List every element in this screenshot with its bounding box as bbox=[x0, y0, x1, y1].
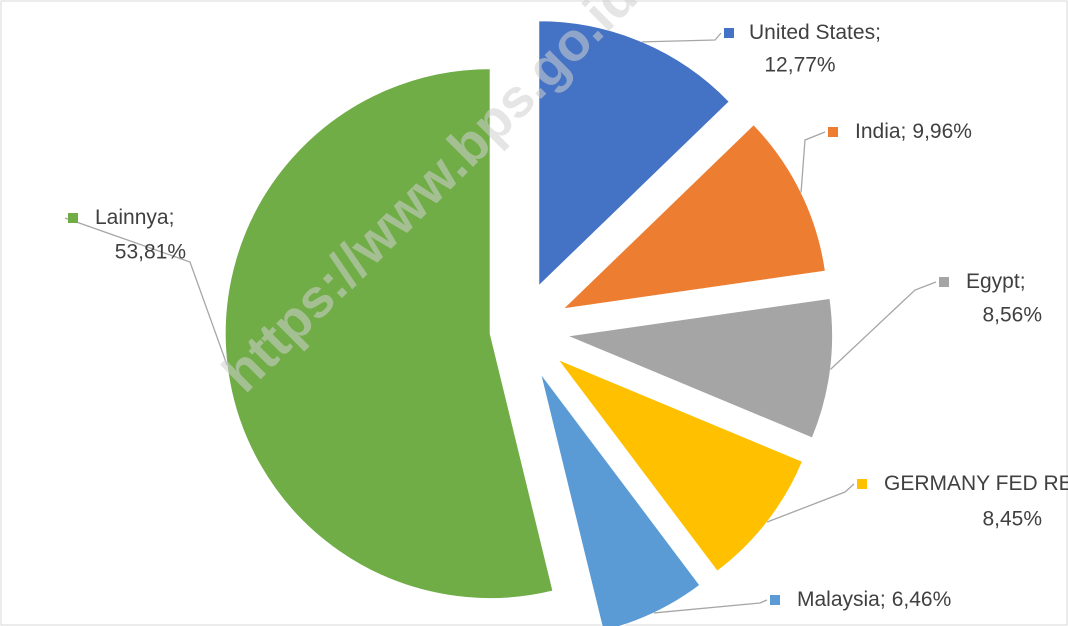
data-label: Malaysia; 6,46% bbox=[797, 588, 951, 611]
leader-line bbox=[653, 599, 768, 614]
label-category: United States bbox=[749, 21, 875, 44]
pie-slice bbox=[556, 358, 804, 572]
legend-key bbox=[68, 213, 78, 223]
label-value: 53,81% bbox=[115, 241, 186, 264]
leader-line bbox=[64, 217, 228, 366]
data-label: United States; bbox=[749, 21, 881, 44]
pie-slice bbox=[561, 123, 826, 310]
label-value: 8,56% bbox=[982, 304, 1042, 327]
leader-line bbox=[642, 32, 722, 43]
legend-key bbox=[828, 127, 838, 137]
data-label: Egypt; bbox=[966, 270, 1026, 293]
data-label: India; 9,96% bbox=[855, 120, 972, 143]
label-value: 6,46% bbox=[892, 588, 952, 611]
label-value: 8,45% bbox=[982, 508, 1042, 531]
data-label: GERMANY FED REP OF; bbox=[884, 472, 1068, 495]
label-separator: ; bbox=[880, 588, 886, 611]
leader-line bbox=[766, 483, 855, 523]
legend-key bbox=[857, 479, 867, 489]
label-separator: ; bbox=[1020, 270, 1026, 293]
pie-slice bbox=[224, 68, 554, 600]
label-category: Lainnya bbox=[95, 206, 169, 229]
slices bbox=[224, 20, 834, 626]
legend-key bbox=[770, 595, 780, 605]
label-separator: ; bbox=[169, 206, 175, 229]
legend-key bbox=[939, 277, 949, 287]
label-category: GERMANY FED REP OF bbox=[884, 472, 1068, 495]
leader-line bbox=[800, 131, 826, 193]
pie-slice bbox=[540, 373, 701, 626]
pie-slice bbox=[565, 297, 834, 439]
data-label: Lainnya; bbox=[95, 206, 174, 229]
label-category: India bbox=[855, 120, 901, 143]
label-category: Malaysia bbox=[797, 588, 880, 611]
label-category: Egypt bbox=[966, 270, 1020, 293]
label-value: 12,77% bbox=[764, 54, 835, 77]
label-separator: ; bbox=[901, 120, 907, 143]
leader-line bbox=[830, 281, 937, 370]
label-separator: ; bbox=[875, 21, 881, 44]
legend-key bbox=[724, 28, 734, 38]
labels: United States;12,77%India; 9,96%Egypt;8,5… bbox=[64, 21, 1068, 614]
label-value: 9,96% bbox=[912, 120, 972, 143]
